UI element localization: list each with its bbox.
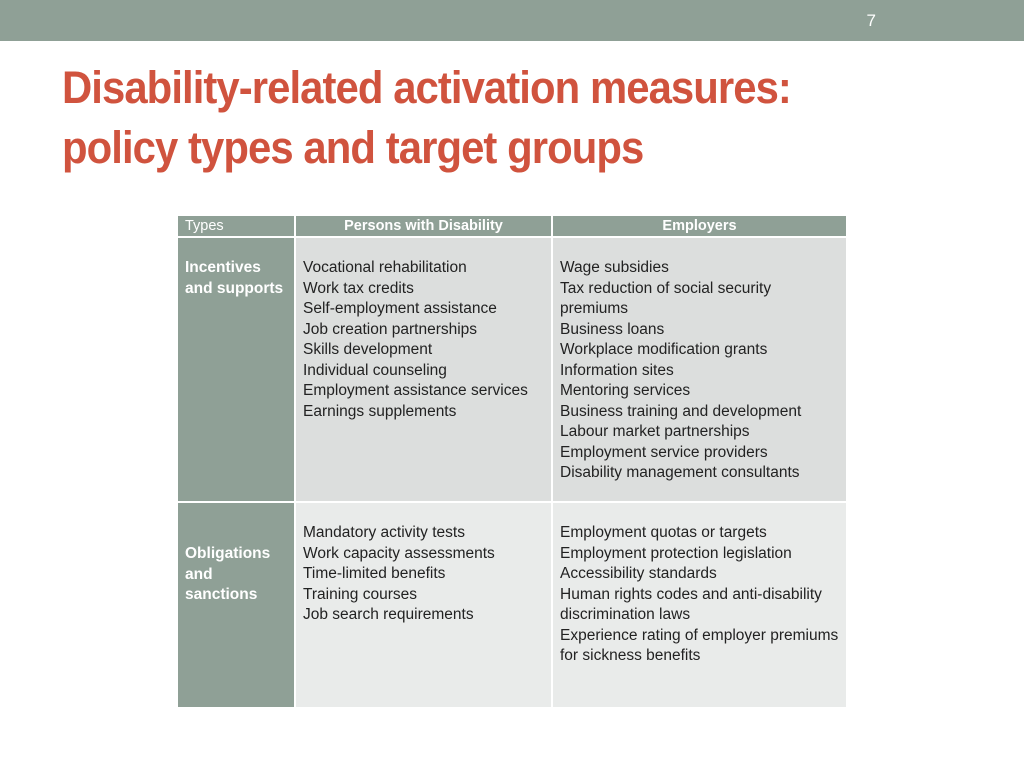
top-bar: 7: [0, 0, 1024, 41]
slide-title-line-1: Disability-related activation measures:: [62, 62, 792, 113]
slide-title-line-2: policy types and target groups: [62, 122, 644, 173]
table-row-obligations: Obligations and sanctions Mandatory acti…: [178, 502, 846, 709]
list-item: Information sites: [560, 361, 674, 379]
employers-obligations-cell: Employment quotas or targets Employment …: [552, 502, 846, 709]
list-item: Employment service providers: [560, 443, 768, 461]
type-obligations-and-sanctions: Obligations and sanctions: [178, 502, 296, 709]
list-item: Individual counseling: [303, 361, 447, 379]
list-item: Employment protection legislation: [560, 544, 792, 562]
type-incentives-and-supports: Incentives and supports: [178, 237, 296, 503]
list-item: Labour market partnerships: [560, 423, 750, 440]
list-item: Job search requirements: [303, 606, 474, 623]
list-item: Vocational rehabilitation: [303, 259, 467, 276]
list-item: Business training and development: [560, 402, 802, 420]
header-types: Types: [178, 216, 296, 238]
list-item: Accessibility standards: [560, 565, 717, 582]
employers-incentives-list: Wage subsidies Tax reduction of social s…: [560, 258, 839, 484]
slide-title: Disability-related activation measures: …: [62, 58, 918, 178]
list-item: Human rights codes and anti-disability d…: [560, 585, 822, 624]
employers-incentives-cell: Wage subsidies Tax reduction of social s…: [552, 237, 846, 503]
persons-obligations-list: Mandatory activity tests Work capacity a…: [303, 523, 544, 626]
list-item: Experience rating of employer premiums f…: [560, 626, 839, 665]
list-item: Employment assistance services: [303, 382, 528, 399]
list-item: Business loans: [560, 320, 665, 338]
slide-number: 7: [866, 11, 876, 30]
employers-obligations-list: Employment quotas or targets Employment …: [560, 523, 839, 667]
persons-incentives-list: Vocational rehabilitation Work tax credi…: [303, 258, 544, 422]
list-item: Work tax credits: [303, 279, 414, 297]
list-item: Time-limited benefits: [303, 565, 446, 582]
persons-obligations-cell: Mandatory activity tests Work capacity a…: [295, 502, 553, 709]
header-employers: Employers: [552, 216, 846, 238]
list-item: Mentoring services: [560, 382, 691, 399]
list-item: Employment quotas or targets: [560, 524, 767, 541]
persons-incentives-cell: Vocational rehabilitation Work tax credi…: [295, 237, 553, 503]
table-row-incentives: Incentives and supports Vocational rehab…: [178, 237, 846, 503]
list-item: Earnings supplements: [303, 402, 457, 420]
list-item: Training courses: [303, 585, 418, 603]
list-item: Skills development: [303, 341, 433, 358]
list-item: Job creation partnerships: [303, 320, 478, 338]
list-item: Work capacity assessments: [303, 544, 495, 562]
policy-table: Types Persons with Disability Employers …: [178, 216, 846, 709]
list-item: Self-employment assistance: [303, 300, 497, 317]
list-item: Tax reduction of social security premium…: [560, 279, 772, 318]
list-item: Workplace modification grants: [560, 341, 768, 358]
table-header-row: Types Persons with Disability Employers: [178, 216, 846, 238]
list-item: Mandatory activity tests: [303, 524, 465, 541]
list-item: Wage subsidies: [560, 259, 669, 276]
header-persons-with-disability: Persons with Disability: [295, 216, 553, 238]
list-item: Disability management consultants: [560, 464, 800, 481]
